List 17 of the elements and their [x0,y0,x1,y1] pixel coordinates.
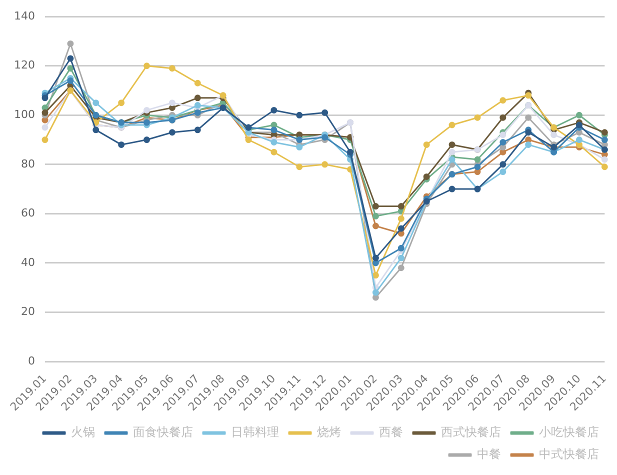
legend-label: 西式快餐店 [441,425,501,440]
y-tick-label: 0 [28,354,35,368]
legend-label: 火锅 [71,425,95,440]
legend-label: 面食快餐店 [133,425,193,440]
legend-label: 中式快餐店 [539,447,599,462]
y-tick-label: 100 [14,108,35,122]
y-tick-label: 140 [14,9,35,22]
y-tick-label: 60 [20,206,35,220]
legend-label: 西餐 [379,425,403,440]
legend-label: 日韩料理 [231,425,279,440]
y-tick-label: 120 [14,58,35,72]
y-tick-label: 80 [20,157,35,170]
legend-label: 烧烤 [317,425,341,440]
y-tick-label: 20 [20,305,35,318]
y-tick-label: 40 [20,256,35,269]
legend-label: 小吃快餐店 [539,425,599,440]
legend-label: 中餐 [477,447,501,462]
